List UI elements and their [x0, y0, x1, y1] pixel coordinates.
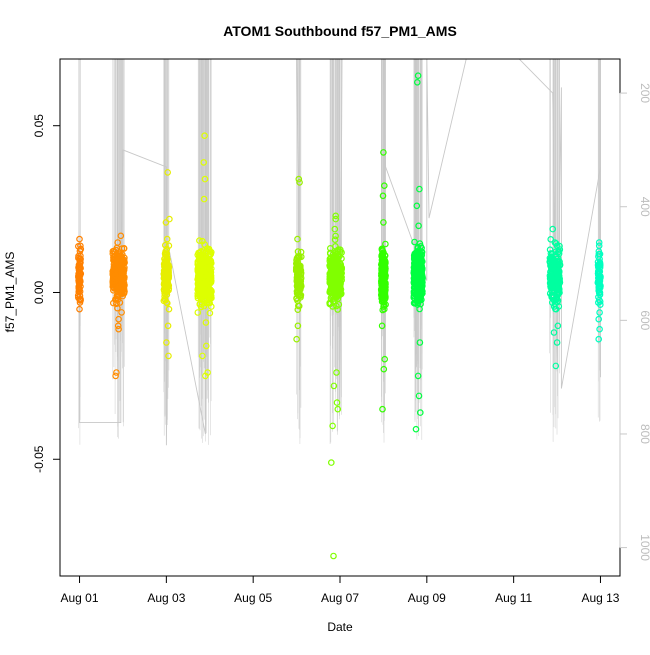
chart-title: ATOM1 Southbound f57_PM1_AMS [223, 23, 457, 39]
x-tick-label-6: Aug 13 [581, 591, 619, 605]
x-tick-label-4: Aug 09 [408, 591, 446, 605]
y-tick-label-1: 0.00 [32, 280, 46, 304]
chart-root: ATOM1 Southbound f57_PM1_AMS Date f57_PM… [0, 0, 650, 650]
y2-tick-label-4: 1000 [638, 534, 650, 561]
y2-tick-label-3: 800 [638, 424, 650, 444]
y-axis-label: f57_PM1_AMS [3, 252, 17, 333]
y-tick-label-0: -0.05 [32, 445, 46, 473]
x-tick-label-2: Aug 05 [234, 591, 272, 605]
x-axis-label: Date [327, 620, 353, 634]
y2-tick-label-2: 600 [638, 310, 650, 330]
x-tick-label-3: Aug 07 [321, 591, 359, 605]
x-tick-label-1: Aug 03 [147, 591, 185, 605]
x-tick-label-5: Aug 11 [495, 591, 532, 605]
y2-tick-label-1: 400 [638, 197, 650, 217]
y-tick-label-2: 0.05 [32, 114, 46, 138]
y2-tick-label-0: 200 [638, 83, 650, 103]
chart-svg: ATOM1 Southbound f57_PM1_AMS Date f57_PM… [0, 0, 650, 650]
x-tick-label-0: Aug 01 [61, 591, 99, 605]
